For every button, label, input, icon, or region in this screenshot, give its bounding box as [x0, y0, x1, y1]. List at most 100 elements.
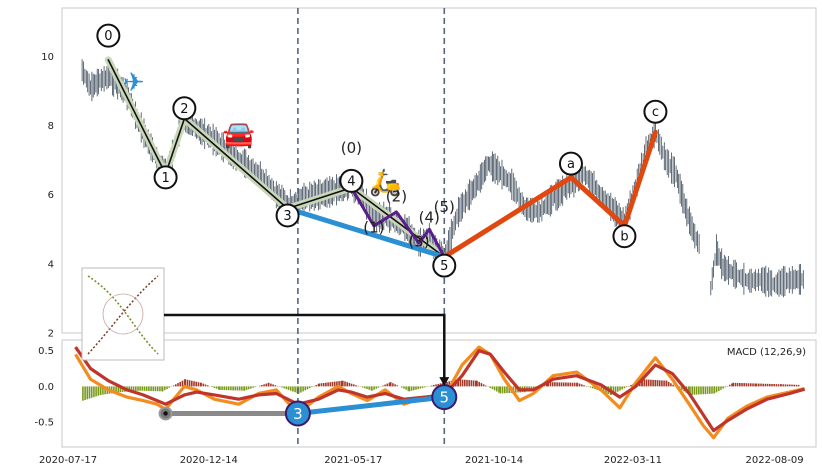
histogram-bar [732, 383, 734, 387]
histogram-bar [570, 383, 572, 387]
histogram-bar [224, 386, 226, 390]
histogram-bar [630, 385, 632, 387]
histogram-bar [82, 386, 84, 400]
histogram-bar [657, 380, 659, 386]
histogram-bar [319, 384, 321, 387]
histogram-bar [378, 386, 380, 387]
histogram-bar [554, 382, 556, 386]
histogram-bar [748, 383, 750, 386]
histogram-bar [95, 386, 97, 396]
x-tick-label: 2020-07-17 [39, 455, 97, 466]
histogram-bar [670, 383, 672, 386]
histogram-bar [87, 386, 89, 399]
histogram-bar [384, 385, 386, 387]
histogram-bar [663, 381, 665, 387]
histogram-bar [666, 381, 668, 387]
histogram-bar [397, 385, 399, 386]
histogram-bar [307, 386, 309, 389]
histogram-bar [433, 385, 435, 386]
histogram-bar [424, 386, 426, 387]
histogram-bar [468, 380, 470, 386]
histogram-bar [294, 386, 296, 392]
price-y-tick-label: 10 [41, 52, 54, 63]
histogram-bar [394, 384, 396, 386]
histogram-bar [556, 382, 558, 386]
histogram-bar [661, 380, 663, 386]
histogram-bar [221, 386, 223, 390]
histogram-bar [155, 386, 157, 391]
histogram-bar [281, 386, 283, 387]
histogram-bar [237, 386, 239, 390]
histogram-bar [250, 386, 252, 388]
histogram-bar [316, 385, 318, 386]
histogram-bar [193, 381, 195, 386]
macd-legend: MACD (12,26,9) [727, 347, 806, 358]
histogram-bar [368, 386, 370, 389]
histogram-bar [302, 386, 304, 391]
histogram-bar [506, 386, 508, 393]
histogram-bar [552, 382, 554, 386]
histogram-bar [275, 385, 277, 386]
price-y-tick-label: 6 [48, 190, 54, 201]
histogram-bar [483, 384, 485, 386]
histogram-bar [401, 386, 403, 387]
histogram-bar [239, 386, 241, 390]
histogram-bar [248, 386, 250, 389]
histogram-bar [189, 380, 191, 386]
histogram-bar [762, 384, 764, 387]
histogram-bar [349, 383, 351, 386]
histogram-bar [139, 386, 141, 390]
histogram-bar [471, 380, 473, 386]
histogram-bar [714, 386, 716, 393]
histogram-bar [292, 386, 294, 391]
histogram-bar [205, 385, 207, 387]
histogram-bar [305, 386, 307, 390]
histogram-bar [309, 386, 311, 388]
histogram-bar [164, 386, 166, 390]
macd-y-tick-label: -0.5 [34, 418, 54, 429]
histogram-bar [652, 380, 654, 387]
histogram-bar [698, 386, 700, 394]
histogram-bar [702, 386, 704, 394]
histogram-bar [583, 385, 585, 386]
histogram-bar [241, 386, 243, 390]
histogram-bar [392, 383, 394, 386]
histogram-bar [615, 386, 617, 392]
histogram-bar [179, 382, 181, 387]
macd-wave-marker-label: 5 [440, 389, 450, 407]
histogram-bar [659, 380, 661, 386]
histogram-bar [270, 384, 272, 387]
histogram-bar [272, 384, 274, 386]
histogram-bar [741, 383, 743, 386]
wave-label: 4 [347, 174, 355, 189]
histogram-bar [382, 386, 384, 387]
wave-label: a [567, 157, 575, 172]
histogram-bar [785, 384, 787, 386]
subwave-label: (2) [386, 188, 407, 206]
histogram-bar [739, 383, 741, 386]
histogram-bar [93, 386, 95, 397]
histogram-bar [466, 380, 468, 387]
histogram-bar [778, 384, 780, 386]
histogram-bar [175, 384, 177, 386]
wave-label: 3 [283, 209, 291, 224]
subwave-label: (3) [408, 233, 429, 251]
histogram-bar [268, 383, 270, 387]
histogram-bar [496, 386, 498, 391]
histogram-bar [288, 386, 290, 390]
histogram-bar [283, 386, 285, 388]
histogram-bar [563, 383, 565, 387]
histogram-bar [346, 382, 348, 386]
histogram-bar [709, 386, 711, 393]
histogram-bar [780, 384, 782, 386]
histogram-bar [769, 384, 771, 387]
wave-label: 2 [180, 102, 188, 117]
histogram-bar [144, 386, 146, 390]
histogram-bar [648, 380, 650, 387]
price-y-tick-label: 2 [48, 329, 54, 340]
histogram-bar [619, 386, 621, 390]
histogram-bar [754, 384, 756, 387]
histogram-bar [226, 386, 228, 390]
histogram-bar [244, 386, 246, 390]
